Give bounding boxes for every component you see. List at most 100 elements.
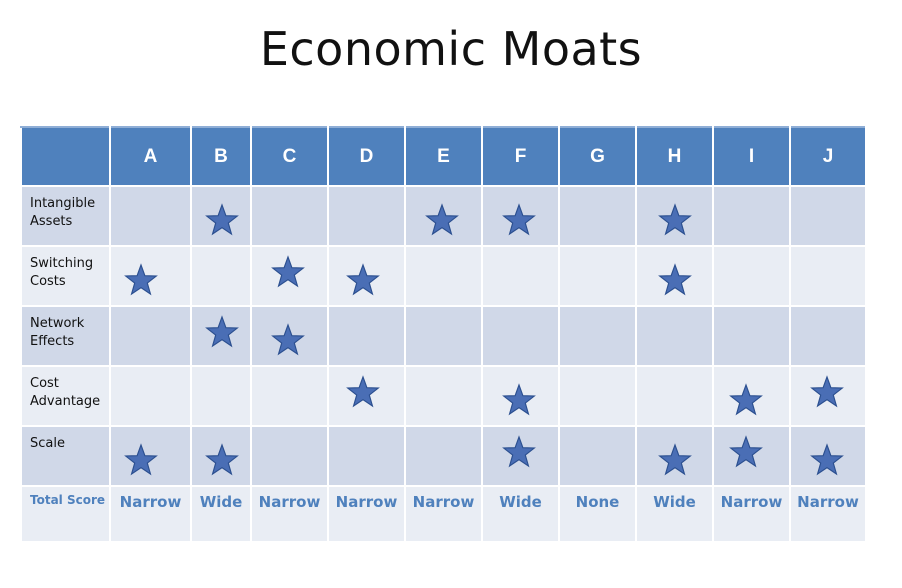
- moat-cell: [789, 185, 867, 247]
- total-score-label: Total Score: [20, 485, 111, 543]
- moat-cell: [635, 245, 714, 307]
- total-score-value: Narrow: [327, 485, 406, 543]
- moat-cell: [404, 425, 483, 487]
- moat-cell: [250, 185, 329, 247]
- moat-cell: [481, 365, 560, 427]
- moat-cell: [190, 425, 252, 487]
- star-icon: [124, 443, 158, 476]
- star-icon: [502, 383, 536, 416]
- moat-cell: [327, 305, 406, 367]
- moat-cell: [190, 185, 252, 247]
- column-header: C: [250, 126, 329, 187]
- total-score-value: Narrow: [250, 485, 329, 543]
- star-icon: [658, 443, 692, 476]
- moat-cell: [712, 365, 791, 427]
- moat-cell: [109, 185, 192, 247]
- moat-cell: [250, 425, 329, 487]
- moat-cell: [404, 245, 483, 307]
- star-icon: [729, 435, 763, 468]
- moat-cell: [190, 305, 252, 367]
- total-score-value: None: [558, 485, 637, 543]
- moat-row: Network Effects: [20, 305, 867, 367]
- moat-cell: [327, 185, 406, 247]
- total-score-value: Narrow: [789, 485, 867, 543]
- moat-cell: [712, 245, 791, 307]
- star-icon: [346, 263, 380, 296]
- moat-cell: [109, 365, 192, 427]
- moat-cell: [712, 425, 791, 487]
- header-row: A B C D E F G H I J: [20, 126, 867, 187]
- page-title: Economic Moats: [259, 22, 643, 76]
- moat-cell: [109, 305, 192, 367]
- moat-row: Scale: [20, 425, 867, 487]
- moat-cell: [481, 245, 560, 307]
- star-icon: [205, 443, 239, 476]
- moat-row: Cost Advantage: [20, 365, 867, 427]
- star-icon: [810, 443, 844, 476]
- star-icon: [205, 203, 239, 236]
- moat-cell: [558, 305, 637, 367]
- moat-cell: [712, 185, 791, 247]
- header-corner: [20, 126, 111, 187]
- moat-cell: [558, 425, 637, 487]
- total-score-value: Wide: [481, 485, 560, 543]
- moat-cell: [109, 245, 192, 307]
- moat-cell: [558, 365, 637, 427]
- moat-cell: [635, 185, 714, 247]
- moat-cell: [404, 185, 483, 247]
- moat-cell: [558, 185, 637, 247]
- moat-cell: [635, 365, 714, 427]
- moat-cell: [250, 365, 329, 427]
- star-icon: [205, 315, 239, 348]
- star-icon: [271, 323, 305, 356]
- moat-cell: [327, 365, 406, 427]
- moat-cell: [109, 425, 192, 487]
- column-header: F: [481, 126, 560, 187]
- moat-cell: [481, 425, 560, 487]
- column-header: J: [789, 126, 867, 187]
- star-icon: [346, 375, 380, 408]
- star-icon: [658, 263, 692, 296]
- total-score-value: Narrow: [404, 485, 483, 543]
- column-header: D: [327, 126, 406, 187]
- moat-cell: [481, 185, 560, 247]
- moat-cell: [404, 365, 483, 427]
- star-icon: [271, 255, 305, 288]
- row-label: Scale: [20, 425, 111, 487]
- star-icon: [502, 203, 536, 236]
- total-score-value: Wide: [635, 485, 714, 543]
- star-icon: [658, 203, 692, 236]
- total-score-row: Total Score Narrow Wide Narrow Narrow Na…: [20, 485, 867, 543]
- moat-cell: [789, 305, 867, 367]
- moat-cell: [635, 425, 714, 487]
- moat-cell: [250, 305, 329, 367]
- total-score-value: Narrow: [109, 485, 192, 543]
- star-icon: [810, 375, 844, 408]
- moat-cell: [635, 305, 714, 367]
- moat-cell: [789, 365, 867, 427]
- moat-cell: [789, 245, 867, 307]
- total-score-value: Wide: [190, 485, 252, 543]
- moat-cell: [190, 245, 252, 307]
- row-label: Intangible Assets: [20, 185, 111, 247]
- row-label: Switching Costs: [20, 245, 111, 307]
- moat-cell: [250, 245, 329, 307]
- moat-cell: [327, 245, 406, 307]
- moat-cell: [558, 245, 637, 307]
- moat-row: Switching Costs: [20, 245, 867, 307]
- star-icon: [425, 203, 459, 236]
- row-label: Cost Advantage: [20, 365, 111, 427]
- moats-table: A B C D E F G H I J Intangible Assets Swi…: [20, 126, 867, 543]
- star-icon: [729, 383, 763, 416]
- moat-cell: [190, 365, 252, 427]
- moat-cell: [481, 305, 560, 367]
- column-header: A: [109, 126, 192, 187]
- star-icon: [124, 263, 158, 296]
- column-header: B: [190, 126, 252, 187]
- column-header: I: [712, 126, 791, 187]
- moat-cell: [327, 425, 406, 487]
- moat-cell: [404, 305, 483, 367]
- row-label: Network Effects: [20, 305, 111, 367]
- moat-cell: [712, 305, 791, 367]
- column-header: E: [404, 126, 483, 187]
